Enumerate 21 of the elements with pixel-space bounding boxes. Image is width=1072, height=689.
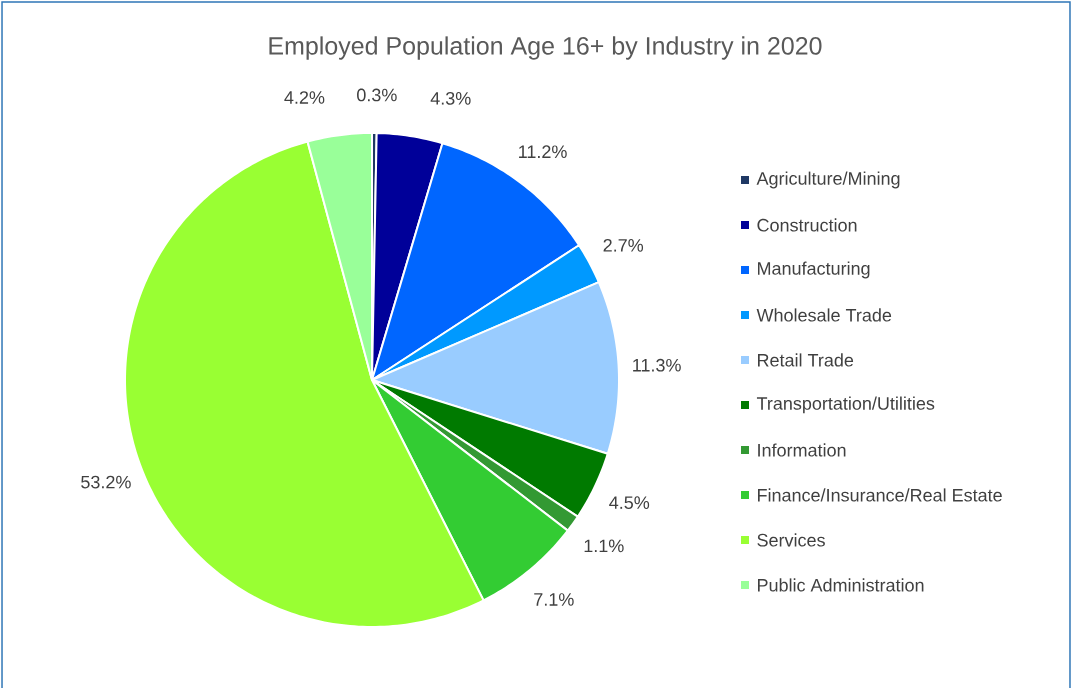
data-label: 11.3%: [633, 358, 681, 372]
data-label: 4.3%: [430, 92, 471, 105]
data-label: 1.1%: [584, 539, 624, 553]
chart-title: Employed Population Age 16+ by Industry in 2020: [269, 36, 822, 60]
legend-label: Manufacturing: [758, 261, 870, 279]
legend-label: Services: [757, 533, 825, 547]
data-label: 0.3%: [357, 88, 397, 102]
legend-label: Retail Trade: [758, 353, 854, 367]
legend-label: Wholesale Trade: [756, 308, 892, 322]
legend-label: Agriculture/Mining: [756, 171, 900, 189]
legend-label: Public Administration: [758, 578, 924, 592]
legend-label: Finance/Insurance/Real Estate: [758, 488, 1002, 502]
legend-label: Information: [758, 443, 846, 457]
legend-label: Transportation/Utilities: [756, 396, 935, 414]
legend-label: Construction: [757, 218, 857, 232]
data-label: 11.2%: [519, 145, 567, 159]
data-label: 2.7%: [603, 239, 644, 252]
data-label: 7.1%: [534, 593, 574, 606]
data-label: 4.5%: [609, 496, 650, 510]
data-label: 4.2%: [284, 91, 325, 104]
data-label: 53.2%: [81, 475, 131, 489]
